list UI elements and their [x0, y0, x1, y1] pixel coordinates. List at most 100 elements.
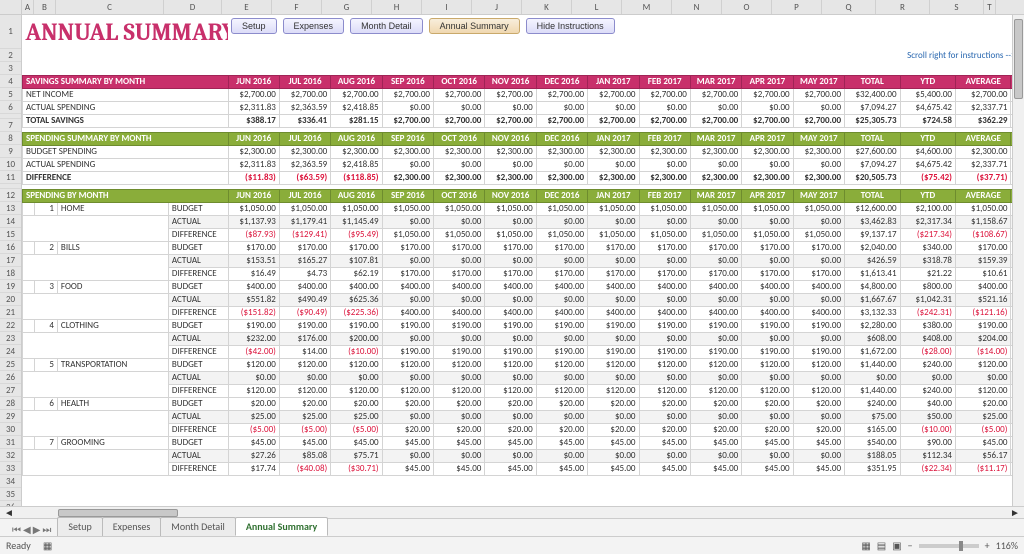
column-header-N[interactable]: N	[672, 0, 722, 14]
column-header-H[interactable]: H	[372, 0, 422, 14]
cell[interactable]: $1,042.31	[900, 293, 955, 306]
cell[interactable]: $75.00	[845, 410, 900, 423]
cell[interactable]: $20.00	[690, 397, 741, 410]
cell[interactable]: $0.00	[742, 158, 793, 171]
cell[interactable]: $625.36	[331, 293, 382, 306]
cell[interactable]: $400.00	[382, 280, 433, 293]
column-header-G[interactable]: G	[322, 0, 372, 14]
cell[interactable]: $0.00	[485, 254, 536, 267]
nav-button-setup[interactable]: Setup	[231, 18, 277, 34]
cell[interactable]: $2,300.00	[434, 171, 485, 184]
cell[interactable]: $170.00	[331, 241, 382, 254]
cell[interactable]: $426.59	[845, 254, 900, 267]
cell[interactable]: $2,700.00	[793, 88, 844, 101]
cell[interactable]: $90.00	[900, 436, 955, 449]
cell[interactable]: $400.00	[588, 306, 639, 319]
cell[interactable]: $2,300.00	[639, 171, 690, 184]
cell[interactable]: $400.00	[793, 280, 844, 293]
tab-last-icon[interactable]: ⏭	[42, 523, 51, 536]
cell[interactable]: $120.00	[382, 358, 433, 371]
cell[interactable]: $2,300.00	[485, 145, 536, 158]
cell[interactable]: $27.26	[228, 449, 279, 462]
cell[interactable]: $120.00	[536, 384, 587, 397]
cell[interactable]: $2,317.34	[900, 215, 955, 228]
cell[interactable]: $724.58	[900, 114, 955, 127]
cell[interactable]: $2,311.83	[228, 158, 279, 171]
cell[interactable]: $120.00	[279, 358, 330, 371]
cell[interactable]: $0.00	[485, 449, 536, 462]
cell[interactable]: $0.00	[742, 293, 793, 306]
cell[interactable]: $2,700.00	[434, 114, 485, 127]
cell[interactable]: $0.00	[382, 449, 433, 462]
cell[interactable]: ($42.00)	[228, 345, 279, 358]
cell[interactable]: $56.17	[956, 449, 1011, 462]
cell[interactable]: $2,700.00	[639, 114, 690, 127]
cell[interactable]: $20.00	[434, 423, 485, 436]
cell[interactable]: $2,700.00	[793, 114, 844, 127]
cell[interactable]: $2,300.00	[382, 171, 433, 184]
cell[interactable]: $45.00	[536, 436, 587, 449]
cell[interactable]: $0.00	[382, 410, 433, 423]
cell[interactable]: $20.00	[485, 423, 536, 436]
cell[interactable]: $120.00	[956, 384, 1011, 397]
cell[interactable]: $0.00	[690, 371, 741, 384]
cell[interactable]: $2,300.00	[228, 145, 279, 158]
cell[interactable]: $0.00	[588, 158, 639, 171]
cell[interactable]: $16.49	[228, 267, 279, 280]
cell[interactable]: $2,700.00	[588, 114, 639, 127]
cell[interactable]: $0.00	[690, 410, 741, 423]
cell[interactable]: $362.29	[956, 114, 1011, 127]
row-header-6[interactable]: 6	[0, 101, 21, 114]
cell[interactable]: $240.00	[900, 358, 955, 371]
cell[interactable]: $2,300.00	[690, 145, 741, 158]
cell[interactable]: ($5.00)	[331, 423, 382, 436]
cell[interactable]: ($63.59)	[279, 171, 330, 184]
cell[interactable]: $14.00	[279, 345, 330, 358]
cell[interactable]: $2,300.00	[588, 145, 639, 158]
cell[interactable]: $0.00	[382, 293, 433, 306]
tab-nav[interactable]: ⏮ ◀ ▶ ⏭	[6, 523, 57, 536]
cell[interactable]: $0.00	[588, 449, 639, 462]
cell[interactable]: $0.00	[588, 410, 639, 423]
cell[interactable]: $45.00	[331, 436, 382, 449]
cell[interactable]: $190.00	[956, 319, 1011, 332]
cell[interactable]: $400.00	[956, 280, 1011, 293]
cell[interactable]: $120.00	[434, 384, 485, 397]
cell[interactable]: ($11.83)	[228, 171, 279, 184]
cell[interactable]: $170.00	[690, 267, 741, 280]
cell[interactable]: $45.00	[536, 462, 587, 475]
nav-button-annual-summary[interactable]: Annual Summary	[429, 18, 520, 34]
row-header-21[interactable]: 21	[0, 306, 21, 319]
cell[interactable]: $75.71	[331, 449, 382, 462]
cell[interactable]: $25.00	[228, 410, 279, 423]
cell[interactable]: $1,050.00	[956, 202, 1011, 215]
cell[interactable]: $1,050.00	[536, 228, 587, 241]
cell[interactable]: $0.00	[485, 215, 536, 228]
cell[interactable]: $0.00	[536, 371, 587, 384]
cell[interactable]: $2,337.71	[956, 158, 1011, 171]
cell[interactable]: $190.00	[382, 319, 433, 332]
cell[interactable]: $0.00	[536, 332, 587, 345]
cell[interactable]: ($5.00)	[279, 423, 330, 436]
cell[interactable]: $3,462.83	[845, 215, 900, 228]
cell[interactable]: $170.00	[956, 241, 1011, 254]
cell[interactable]: $2,700.00	[434, 88, 485, 101]
cell[interactable]: $2,300.00	[434, 145, 485, 158]
cell[interactable]: $45.00	[588, 462, 639, 475]
cell[interactable]: $2,280.00	[845, 319, 900, 332]
nav-button-month-detail[interactable]: Month Detail	[350, 18, 423, 34]
cell[interactable]: $45.00	[690, 436, 741, 449]
row-header-31[interactable]: 31	[0, 436, 21, 449]
cell[interactable]: $1,050.00	[279, 202, 330, 215]
cell[interactable]: $1,050.00	[793, 202, 844, 215]
row-header-20[interactable]: 20	[0, 293, 21, 306]
cell[interactable]: $2,100.00	[900, 202, 955, 215]
cell[interactable]: $0.00	[690, 215, 741, 228]
cell[interactable]: $1,158.67	[956, 215, 1011, 228]
cell[interactable]: $120.00	[434, 358, 485, 371]
cell[interactable]: $2,300.00	[536, 145, 587, 158]
cell[interactable]: $120.00	[639, 384, 690, 397]
cell[interactable]: $170.00	[742, 267, 793, 280]
cell[interactable]: $190.00	[639, 319, 690, 332]
row-header-3[interactable]: 3	[0, 62, 21, 75]
